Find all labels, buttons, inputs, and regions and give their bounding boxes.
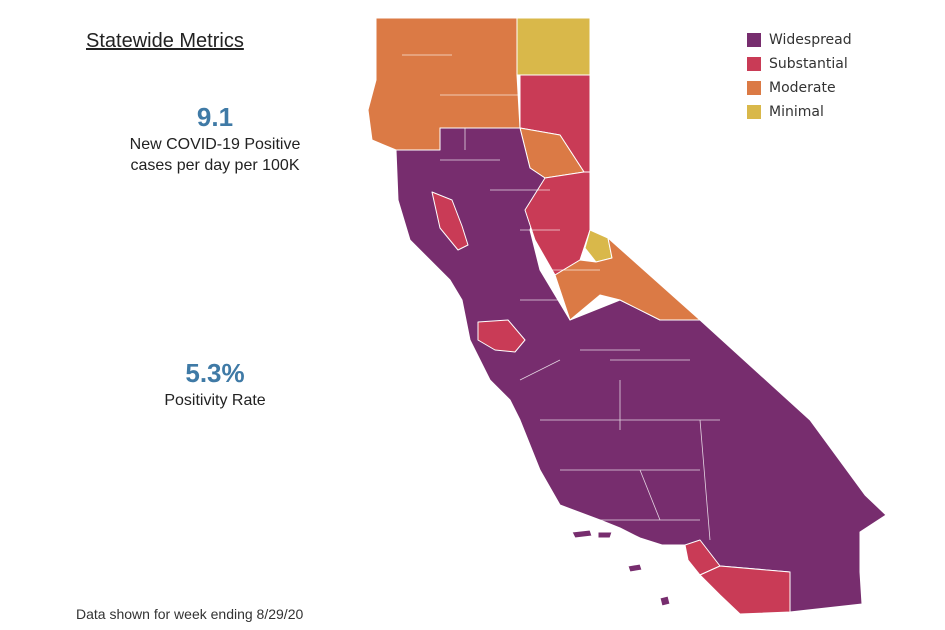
legend-swatch-widespread (747, 33, 761, 47)
map-region-island-4 (659, 595, 671, 607)
map-region-san-diego-substantial (699, 565, 791, 615)
cases-label-line1: New COVID-19 Positive (129, 136, 301, 153)
map-region-alpine-minimal (584, 229, 613, 263)
positivity-label: Positivity Rate (164, 392, 266, 409)
positivity-metric: 5.3% Positivity Rate (108, 356, 322, 411)
positivity-value: 5.3% (185, 358, 245, 388)
map-region-island-1 (571, 529, 593, 539)
statewide-metrics-title: Statewide Metrics (86, 30, 244, 52)
map-region-island-2 (597, 531, 613, 539)
legend-item-widespread: Widespread (747, 28, 852, 52)
legend-label-widespread: Widespread (769, 32, 852, 48)
legend-item-minimal: Minimal (747, 100, 852, 124)
map-region-east-moderate (554, 237, 701, 321)
map-legend: Widespread Substantial Moderate Minimal (747, 28, 852, 124)
map-region-santa-clara-substantial (477, 319, 526, 353)
data-week-note: Data shown for week ending 8/29/20 (76, 606, 304, 622)
legend-item-substantial: Substantial (747, 52, 852, 76)
cases-metric: 9.1 New COVID-19 Positive cases per day … (108, 100, 322, 176)
legend-label-minimal: Minimal (769, 104, 824, 120)
cases-label-line2: cases per day per 100K (130, 157, 300, 174)
legend-swatch-substantial (747, 57, 761, 71)
map-region-widespread (395, 127, 887, 613)
cases-value: 9.1 (196, 102, 234, 132)
legend-swatch-moderate (747, 81, 761, 95)
map-region-bay-substantial (431, 191, 469, 251)
legend-label-moderate: Moderate (769, 80, 836, 96)
legend-swatch-minimal (747, 105, 761, 119)
map-region-island-3 (627, 563, 643, 573)
map-region-northeast-minimal (516, 17, 591, 76)
legend-item-moderate: Moderate (747, 76, 852, 100)
legend-label-substantial: Substantial (769, 56, 848, 72)
county-borders (402, 54, 720, 541)
